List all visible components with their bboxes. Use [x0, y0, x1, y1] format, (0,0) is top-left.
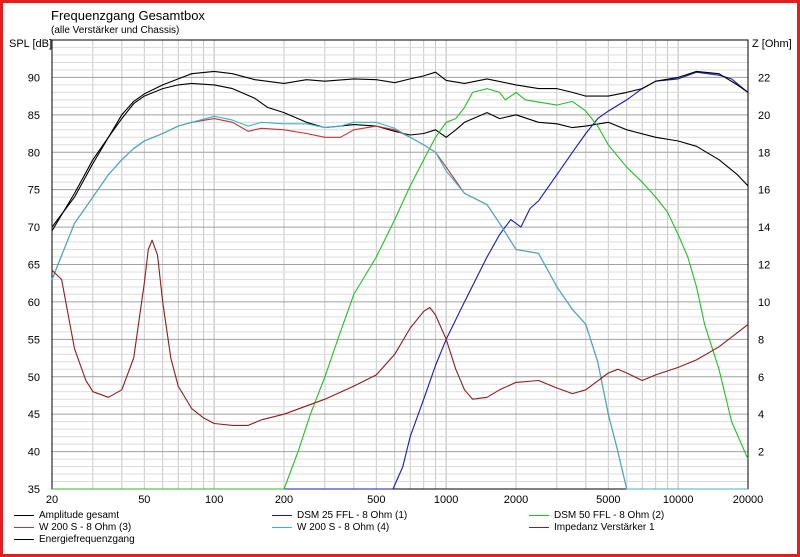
y-tick-label-left: 80	[28, 147, 40, 159]
y-tick-label-right: 20	[758, 110, 770, 122]
y-tick-label-right: 10	[758, 297, 770, 309]
y-tick-label-left: 35	[28, 484, 40, 496]
y-tick-label-right: 4	[758, 409, 764, 421]
x-tick-label: 5000	[596, 494, 620, 506]
y-axis-right-label: Z [Ohm]	[752, 38, 792, 50]
y-tick-label-right: 18	[758, 147, 770, 159]
x-tick-label: 200	[275, 494, 293, 506]
y-tick-label-left: 70	[28, 222, 40, 234]
y-tick-label-right: 2	[758, 447, 764, 459]
y-tick-label-right: 6	[758, 372, 764, 384]
y-tick-label-left: 60	[28, 297, 40, 309]
x-tick-label: 50	[138, 494, 150, 506]
y-axis-left-label: SPL [dB]	[9, 38, 53, 50]
x-tick-label: 500	[367, 494, 385, 506]
y-tick-label-left: 85	[28, 110, 40, 122]
series-line-6	[51, 239, 749, 426]
x-tick-label: 10000	[663, 494, 694, 506]
y-tick-label-left: 50	[28, 372, 40, 384]
plot-frame	[51, 39, 749, 490]
y-tick-label-left: 75	[28, 185, 40, 197]
y-tick-label-left: 65	[28, 260, 40, 272]
x-tick-label: 1000	[434, 494, 458, 506]
y-tick-label-right: 12	[758, 260, 770, 272]
y-tick-label-right: 14	[758, 222, 770, 234]
chart-subtitle: (alle Verstärker und Chassis)	[51, 25, 180, 36]
x-tick-label: 2000	[504, 494, 528, 506]
series-line-4	[51, 115, 748, 490]
series-line-5	[51, 70, 749, 232]
y-tick-label-left: 40	[28, 447, 40, 459]
chart-title: Frequenzgang Gesamtbox	[51, 8, 205, 23]
y-tick-label-left: 55	[28, 334, 40, 346]
series-line-1	[52, 71, 749, 490]
x-tick-label: 100	[205, 494, 223, 506]
series-line-2	[52, 88, 749, 490]
y-tick-label-left: 90	[28, 72, 40, 84]
y-tick-label-right: 16	[758, 185, 770, 197]
y-tick-label-right: 22	[758, 72, 770, 84]
y-tick-label-left: 45	[28, 409, 40, 421]
x-tick-label: 20	[46, 494, 58, 506]
y-tick-label-right: 8	[758, 334, 764, 346]
x-tick-label: 20000	[733, 494, 764, 506]
